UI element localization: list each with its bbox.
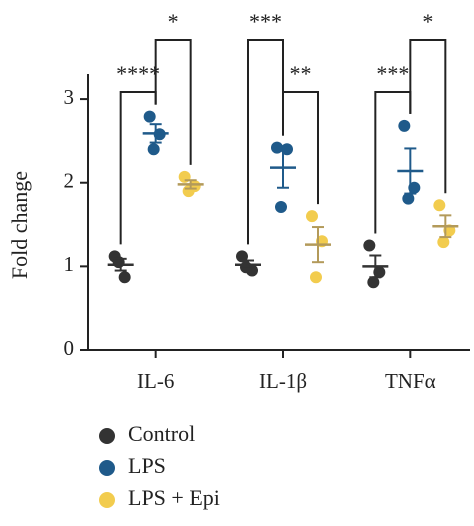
significance-label: **** [116,61,160,86]
significance-label: *** [249,9,282,34]
y-axis-label: Fold change [7,171,32,279]
data-point [437,236,450,249]
legend-marker [99,428,115,444]
data-point [240,261,252,274]
x-tick-label: IL-1β [259,369,307,393]
data-point [143,110,156,123]
significance-bracket [154,39,192,165]
y-tick-label: 1 [64,252,75,276]
data-point [182,185,195,198]
legend-label: LPS [128,453,166,478]
significance-bracket [374,91,412,234]
x-tick-label: IL-6 [137,369,174,393]
data-point [275,200,287,213]
legend-marker [99,460,115,476]
significance-bracket [282,91,319,205]
data-point [310,271,322,284]
significance-label: * [422,9,433,34]
data-point [118,271,131,284]
data-point [402,192,415,205]
y-tick-label: 0 [64,336,75,360]
legend-label: Control [128,421,195,446]
data-point [363,239,376,252]
legend-marker [99,492,115,508]
data-point [236,250,248,263]
x-tick-label: TNFα [385,369,436,393]
significance-bracket [409,39,447,194]
significance-label: ** [290,61,312,86]
significance-bracket [247,39,284,245]
data-point [147,143,160,156]
data-point [433,199,446,212]
data-point [306,210,318,223]
significance-label: *** [376,61,409,86]
y-tick-label: 3 [64,85,75,109]
legend-label: LPS + Epi [128,485,220,510]
data-point [398,119,411,132]
significance-label: * [168,9,179,34]
y-tick-label: 2 [64,169,75,193]
data-point [367,276,380,289]
